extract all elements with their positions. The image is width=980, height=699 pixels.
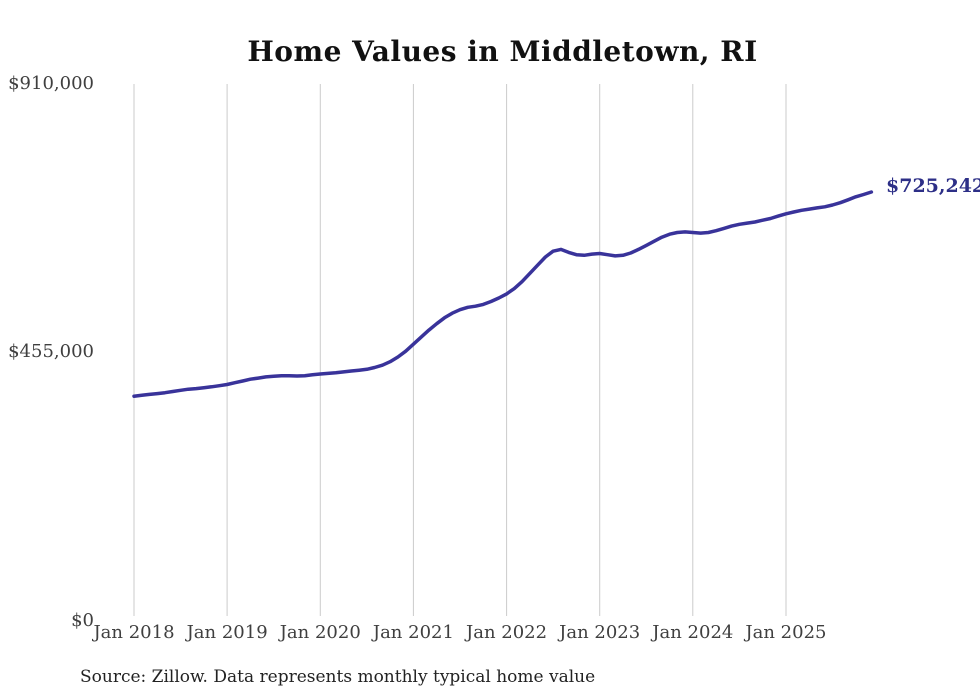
x-axis-label: Jan 2024: [652, 622, 734, 643]
x-axis-label: Jan 2022: [466, 622, 548, 643]
home-value-line: [132, 190, 874, 398]
x-axis-label: Jan 2021: [372, 622, 454, 643]
y-axis-label-max: $910,000: [8, 73, 94, 94]
x-axis-label: Jan 2018: [93, 622, 175, 643]
gridlines-group: [133, 84, 787, 616]
x-axis-label: Jan 2023: [559, 622, 641, 643]
y-axis-label-mid: $455,000: [8, 341, 94, 362]
x-axis-label: Jan 2020: [279, 622, 361, 643]
y-axis-label-zero: $0: [71, 610, 94, 631]
latest-value-label: $725,242: [886, 175, 980, 197]
x-axis-label: Jan 2025: [745, 622, 827, 643]
source-note: Source: Zillow. Data represents monthly …: [80, 667, 596, 687]
x-axis-label: Jan 2019: [186, 622, 268, 643]
page-title: Home Values in Middletown, RI: [247, 35, 758, 68]
